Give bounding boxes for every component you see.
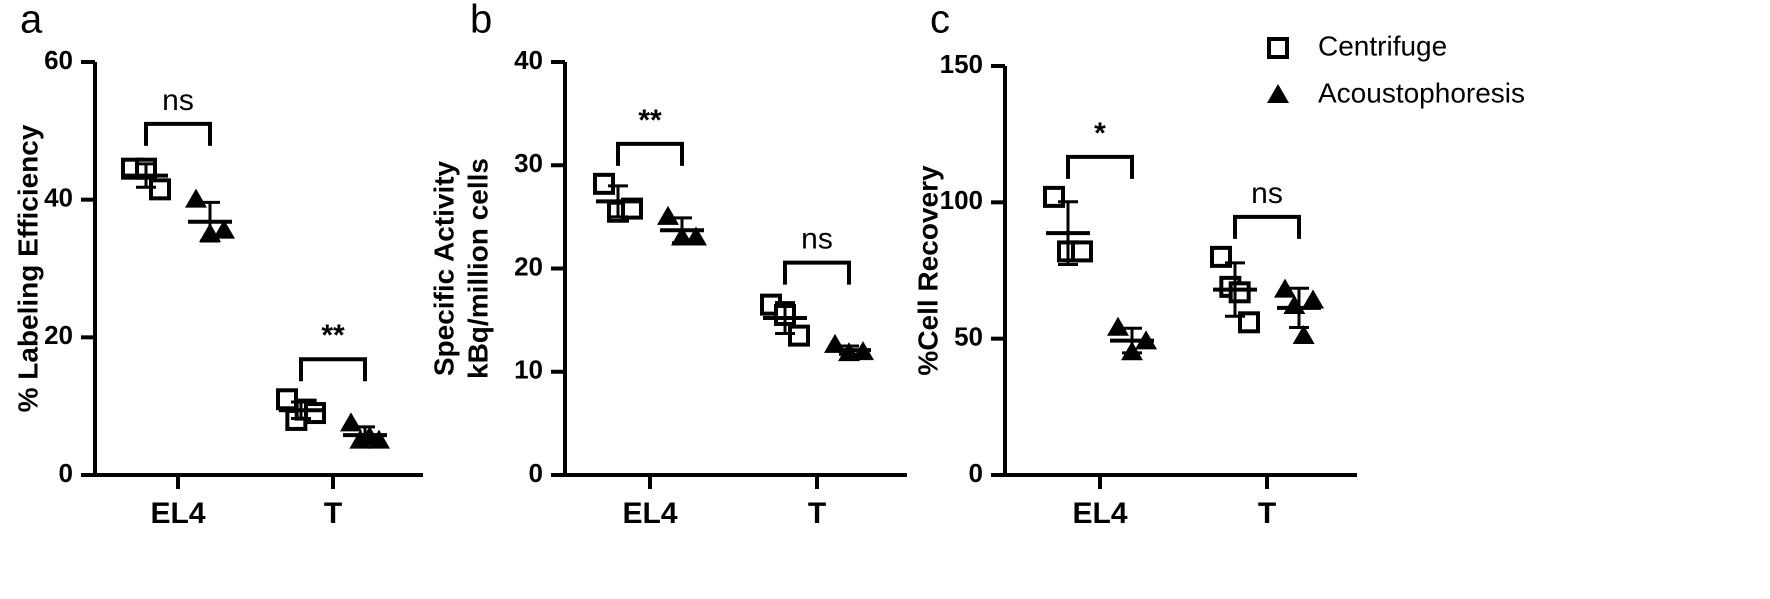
acoustophoresis-point [213,219,235,239]
centrifuge-point [1228,281,1251,304]
significance-label: ** [321,319,345,352]
legend-label: Acoustophoresis [1318,77,1525,108]
legend-label: Centrifuge [1318,30,1447,61]
x-tick-label: T [1258,497,1276,530]
acoustophoresis-point [685,226,707,246]
y-tick-label: 150 [940,49,983,79]
acoustophoresis-point [1274,278,1296,298]
significance-bracket [783,260,851,285]
y-tick-label: 0 [529,458,543,488]
y-axis-label: % Labeling Efficiency [12,124,43,412]
significance-bracket [616,141,684,166]
significance-bracket [1066,154,1134,179]
acoustophoresis-point [340,412,362,432]
y-tick-label: 20 [514,251,543,281]
y-tick-label: 40 [514,45,543,75]
y-axis-label: kBq/million cells [462,158,493,379]
y-tick-label: 0 [59,458,73,488]
acoustophoresis-point [1107,316,1129,336]
panel-label: c [930,0,950,42]
legend-marker [1267,37,1289,59]
y-tick-label: 0 [969,458,983,488]
y-axis-label: Specific Activity [428,160,459,376]
panel-label: a [20,0,43,42]
centrifuge-point [1071,240,1093,263]
acoustophoresis-point [657,205,679,225]
y-tick-label: 40 [44,183,73,213]
y-axis-label: %Cell Recovery [912,165,943,376]
centrifuge-point [149,178,171,201]
significance-label: ** [638,104,662,137]
centrifuge-point [788,324,810,347]
y-tick-label: 10 [514,355,543,385]
significance-label: ns [162,84,194,117]
x-tick-label: T [324,497,342,530]
y-tick-label: 30 [514,148,543,178]
centrifuge-point [593,172,615,195]
y-tick-label: 50 [954,322,983,352]
acoustophoresis-point [1283,294,1306,314]
significance-bracket [299,357,367,382]
x-tick-label: EL4 [1072,497,1127,530]
legend-marker [1267,84,1289,103]
acoustophoresis-point [1302,289,1324,309]
significance-bracket [1233,214,1301,239]
x-tick-label: EL4 [622,497,677,530]
centrifuge-point [276,388,298,411]
y-tick-label: 60 [44,45,73,75]
x-tick-label: EL4 [150,497,205,530]
significance-label: * [1094,117,1106,150]
acoustophoresis-point [1292,324,1315,344]
panel-label: b [470,0,492,42]
significance-bracket [144,121,212,146]
x-tick-label: T [808,497,826,530]
acoustophoresis-point [185,188,207,208]
y-tick-label: 20 [44,320,73,350]
significance-label: ns [1251,177,1283,210]
y-tick-label: 100 [940,185,983,215]
significance-label: ns [801,222,833,255]
